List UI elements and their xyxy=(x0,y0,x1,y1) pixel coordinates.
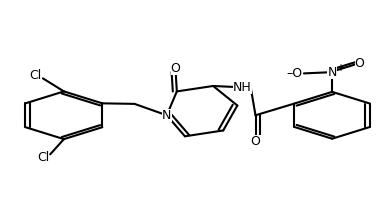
Text: +: + xyxy=(336,63,344,72)
Text: O: O xyxy=(355,57,365,70)
Text: O: O xyxy=(171,62,181,75)
Text: –O: –O xyxy=(287,67,303,80)
Text: Cl: Cl xyxy=(30,69,42,82)
Text: Cl: Cl xyxy=(37,151,49,164)
Text: N: N xyxy=(328,66,337,79)
Text: O: O xyxy=(250,135,261,148)
Text: NH: NH xyxy=(233,81,252,94)
Text: N: N xyxy=(162,109,172,122)
